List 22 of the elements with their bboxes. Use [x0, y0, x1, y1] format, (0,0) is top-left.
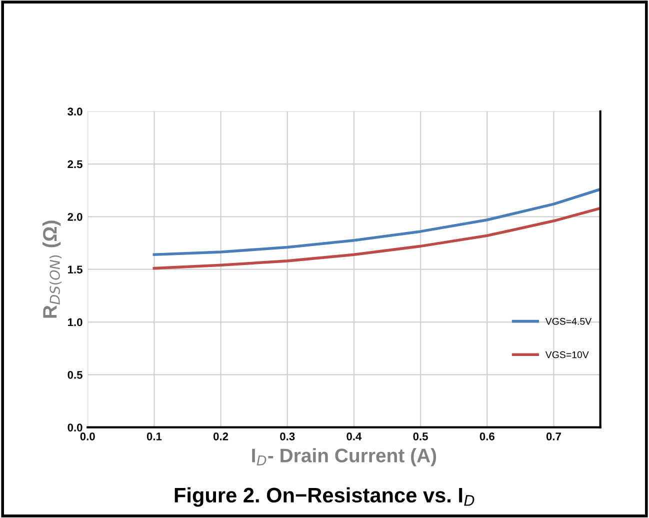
y-tick-label: 0.0 — [68, 424, 82, 432]
text: Figure 2. On−Resistance vs. I$_{D}$ — [174, 487, 474, 507]
y-tick-label: 3.0 — [68, 108, 82, 116]
x-tick-label: 0.0 — [80, 432, 95, 440]
x-tick-label: 0.4 — [346, 432, 362, 440]
legend-label: VGS=10V — [545, 351, 589, 358]
y-axis-title: R$_{DS(ON)}$ (Ω) — [42, 220, 62, 318]
x-tick-label: 0.5 — [413, 432, 428, 440]
x-tick-label: 0.3 — [280, 432, 295, 440]
x-tick-label: 0.7 — [546, 432, 561, 440]
line-series — [152, 206, 600, 270]
x-axis-title: I$_{D}$- Drain Current (A) — [252, 448, 436, 466]
legend-label: VGS=4.5V — [545, 318, 592, 325]
y-tick-label: 2.5 — [68, 160, 82, 168]
y-tick-label: 2.0 — [68, 212, 82, 221]
y-tick-label: 1.0 — [68, 318, 82, 326]
x-tick-label: 0.6 — [480, 432, 494, 440]
x-tick-label: 0.1 — [146, 432, 162, 440]
y-tick-label: 1.5 — [68, 266, 82, 274]
line-series — [152, 188, 600, 256]
x-tick-label: 0.2 — [214, 432, 228, 440]
y-tick-label: 0.5 — [68, 370, 82, 379]
